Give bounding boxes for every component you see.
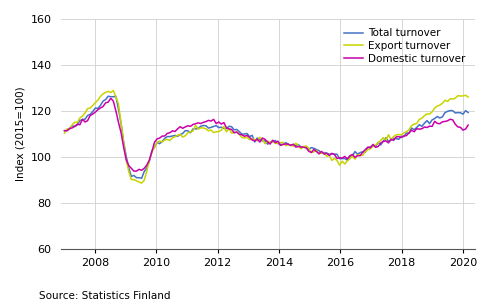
Total turnover [344, 158, 350, 162]
Total turnover [105, 95, 111, 98]
Domestic turnover [344, 157, 350, 161]
Export turnover [465, 95, 471, 99]
Line: Total turnover: Total turnover [65, 96, 468, 178]
Export turnover [62, 131, 68, 135]
Export turnover [213, 130, 219, 133]
Domestic turnover [134, 169, 140, 173]
Total turnover [103, 98, 108, 102]
Domestic turnover [136, 168, 142, 171]
Text: Source: Statistics Finland: Source: Statistics Finland [39, 291, 171, 301]
Total turnover [62, 129, 68, 133]
Domestic turnover [465, 123, 471, 127]
Line: Export turnover: Export turnover [65, 91, 468, 183]
Export turnover [110, 89, 116, 92]
Domestic turnover [439, 120, 445, 124]
Export turnover [439, 102, 445, 105]
Export turnover [139, 181, 144, 185]
Export turnover [344, 159, 350, 163]
Total turnover [439, 115, 445, 119]
Line: Domestic turnover: Domestic turnover [65, 98, 468, 171]
Domestic turnover [103, 101, 108, 105]
Domestic turnover [62, 129, 68, 133]
Total turnover [213, 124, 219, 127]
Legend: Total turnover, Export turnover, Domestic turnover: Total turnover, Export turnover, Domesti… [340, 24, 470, 68]
Y-axis label: Index (2015=100): Index (2015=100) [15, 87, 25, 181]
Domestic turnover [213, 122, 219, 125]
Export turnover [285, 143, 291, 147]
Export turnover [134, 179, 140, 183]
Export turnover [103, 91, 108, 94]
Total turnover [465, 111, 471, 114]
Domestic turnover [108, 96, 114, 100]
Total turnover [134, 176, 140, 179]
Total turnover [139, 176, 144, 180]
Domestic turnover [285, 142, 291, 146]
Total turnover [285, 142, 291, 146]
